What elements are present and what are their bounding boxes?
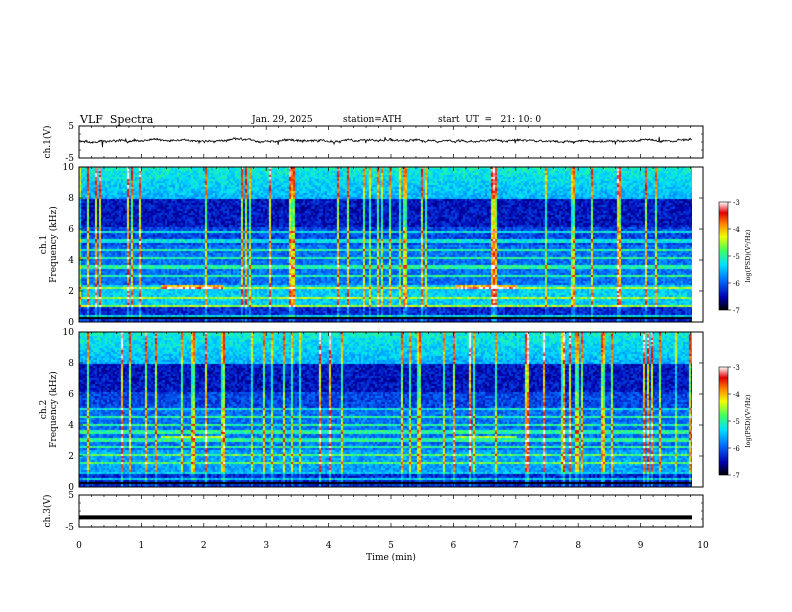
- x-axis-label: Time (min): [366, 552, 416, 563]
- y-tick-label: 8: [68, 359, 74, 369]
- colorbar-tick-label: -3: [733, 364, 740, 372]
- y-tick-label: 6: [68, 225, 74, 235]
- y-tick-label: 5: [68, 491, 74, 501]
- x-tick-label: 10: [697, 541, 709, 551]
- y-axis-label: Frequency (kHz): [48, 371, 59, 448]
- panel-frame-w1: [78, 125, 704, 159]
- x-tick-label: 7: [513, 541, 519, 551]
- start-time-label: start UT = 21: 10: 0: [438, 115, 542, 125]
- colorbar-label: log(PSD)(V²/Hz): [744, 229, 752, 282]
- colorbar-tick-label: -4: [733, 391, 740, 399]
- x-tick-label: 4: [326, 541, 332, 551]
- y-axis-label: ch.1: [39, 235, 49, 254]
- colorbar-tick-label: -6: [733, 280, 740, 288]
- y-tick-label: 0: [68, 483, 74, 493]
- chart-title: VLF Spectra: [80, 113, 154, 126]
- x-tick-label: 0: [76, 541, 82, 551]
- y-axis-label: ch.1(V): [42, 126, 53, 159]
- y-axis-label: ch.2: [39, 400, 49, 419]
- panel-frame-w3: [78, 494, 704, 528]
- colorbar: [718, 366, 729, 476]
- colorbar-tick-label: -4: [733, 226, 740, 234]
- x-tick-label: 9: [638, 541, 644, 551]
- colorbar-tick-label: -7: [733, 472, 740, 480]
- x-tick-label: 8: [575, 541, 581, 551]
- x-tick-label: 2: [201, 541, 207, 551]
- y-axis-label: Frequency (kHz): [48, 206, 59, 283]
- ch1-waveform-line: [79, 136, 692, 148]
- y-tick-label: 10: [63, 328, 75, 338]
- spectrogram-image: [79, 167, 692, 322]
- y-tick-label: 8: [68, 194, 74, 204]
- station-label: station=ATH: [343, 115, 402, 125]
- y-tick-label: 2: [68, 287, 74, 297]
- y-tick-label: -5: [65, 523, 74, 533]
- y-tick-label: 5: [68, 122, 74, 132]
- y-tick-label: 2: [68, 452, 74, 462]
- y-tick-label: 6: [68, 390, 74, 400]
- y-tick-label: 4: [68, 256, 74, 266]
- date-label: Jan. 29, 2025: [252, 115, 313, 125]
- colorbar-tick-label: -3: [733, 199, 740, 207]
- colorbar-tick-label: -5: [733, 253, 740, 261]
- y-tick-label: 0: [68, 318, 74, 328]
- y-tick-label: -5: [65, 154, 74, 164]
- colorbar: [718, 201, 729, 311]
- colorbar-tick-label: -6: [733, 445, 740, 453]
- spectrogram-image: [79, 332, 692, 487]
- x-tick-label: 6: [451, 541, 457, 551]
- colorbar-tick-label: -5: [733, 418, 740, 426]
- x-tick-label: 5: [388, 541, 394, 551]
- colorbar-tick-label: -7: [733, 307, 740, 315]
- y-axis-label: ch.3(V): [42, 495, 53, 528]
- y-tick-label: 4: [68, 421, 74, 431]
- colorbar-label: log(PSD)(V²/Hz): [744, 394, 752, 447]
- x-tick-label: 1: [139, 541, 145, 551]
- y-tick-label: 10: [63, 163, 75, 173]
- x-tick-label: 3: [263, 541, 269, 551]
